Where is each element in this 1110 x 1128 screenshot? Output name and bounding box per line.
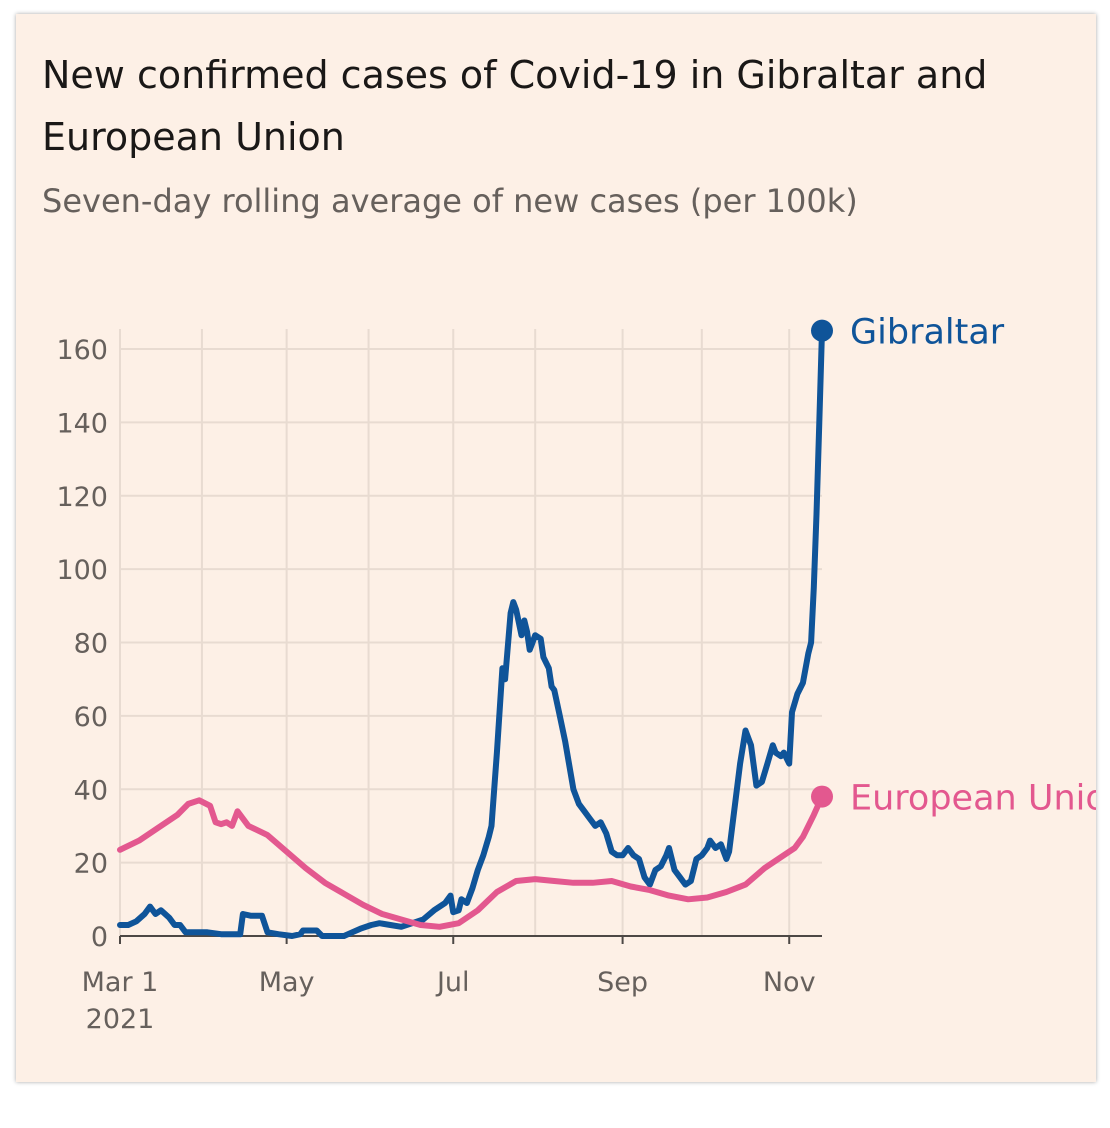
x-tick-label: Nov: [763, 967, 816, 998]
x-axis: Mar 1 2021 May Jul Sep Nov: [82, 936, 816, 1035]
y-tick-label: 160: [56, 335, 108, 366]
y-tick-label: 40: [74, 775, 108, 806]
series-lines: [117, 327, 825, 939]
series-label-gibraltar: Gibraltar: [850, 313, 1005, 353]
end-marker-gibraltar: [811, 319, 833, 342]
x-tick-sublabel: 2021: [86, 1004, 155, 1035]
y-tick-label: 100: [56, 555, 108, 586]
vertical-gridlines: [119, 329, 791, 936]
y-tick-label: 140: [56, 408, 108, 439]
x-tick-label: Sep: [597, 967, 648, 998]
chart-title: New confirmed cases of Covid-19 in Gibra…: [42, 53, 988, 159]
y-tick-label: 60: [74, 702, 108, 733]
series-line-gibraltar: [117, 327, 825, 939]
y-tick-label: 80: [74, 629, 108, 660]
y-tick-label: 120: [56, 482, 108, 513]
chart-subtitle: Seven-day rolling average of new cases (…: [42, 182, 858, 220]
x-tick-label: May: [259, 967, 315, 998]
y-axis: 0 20 40 60 80 100 120 140 160: [56, 335, 108, 953]
line-labels: Gibraltar European Union: [811, 313, 1096, 819]
x-tick-label: Jul: [435, 967, 470, 998]
y-tick-label: 0: [91, 922, 108, 953]
chart-card: New confirmed cases of Covid-19 in Gibra…: [16, 14, 1096, 1082]
y-tick-label: 20: [74, 849, 108, 880]
series-line-european-union: [117, 793, 825, 930]
line-chart: 0 20 40 60 80 100 120 140 160 Mar 1 2021 May Jul Sep…: [56, 313, 1096, 1035]
x-tick-label: Mar 1: [82, 967, 159, 998]
end-marker-european-union: [811, 785, 833, 808]
series-label-european-union: European Union: [850, 779, 1096, 819]
